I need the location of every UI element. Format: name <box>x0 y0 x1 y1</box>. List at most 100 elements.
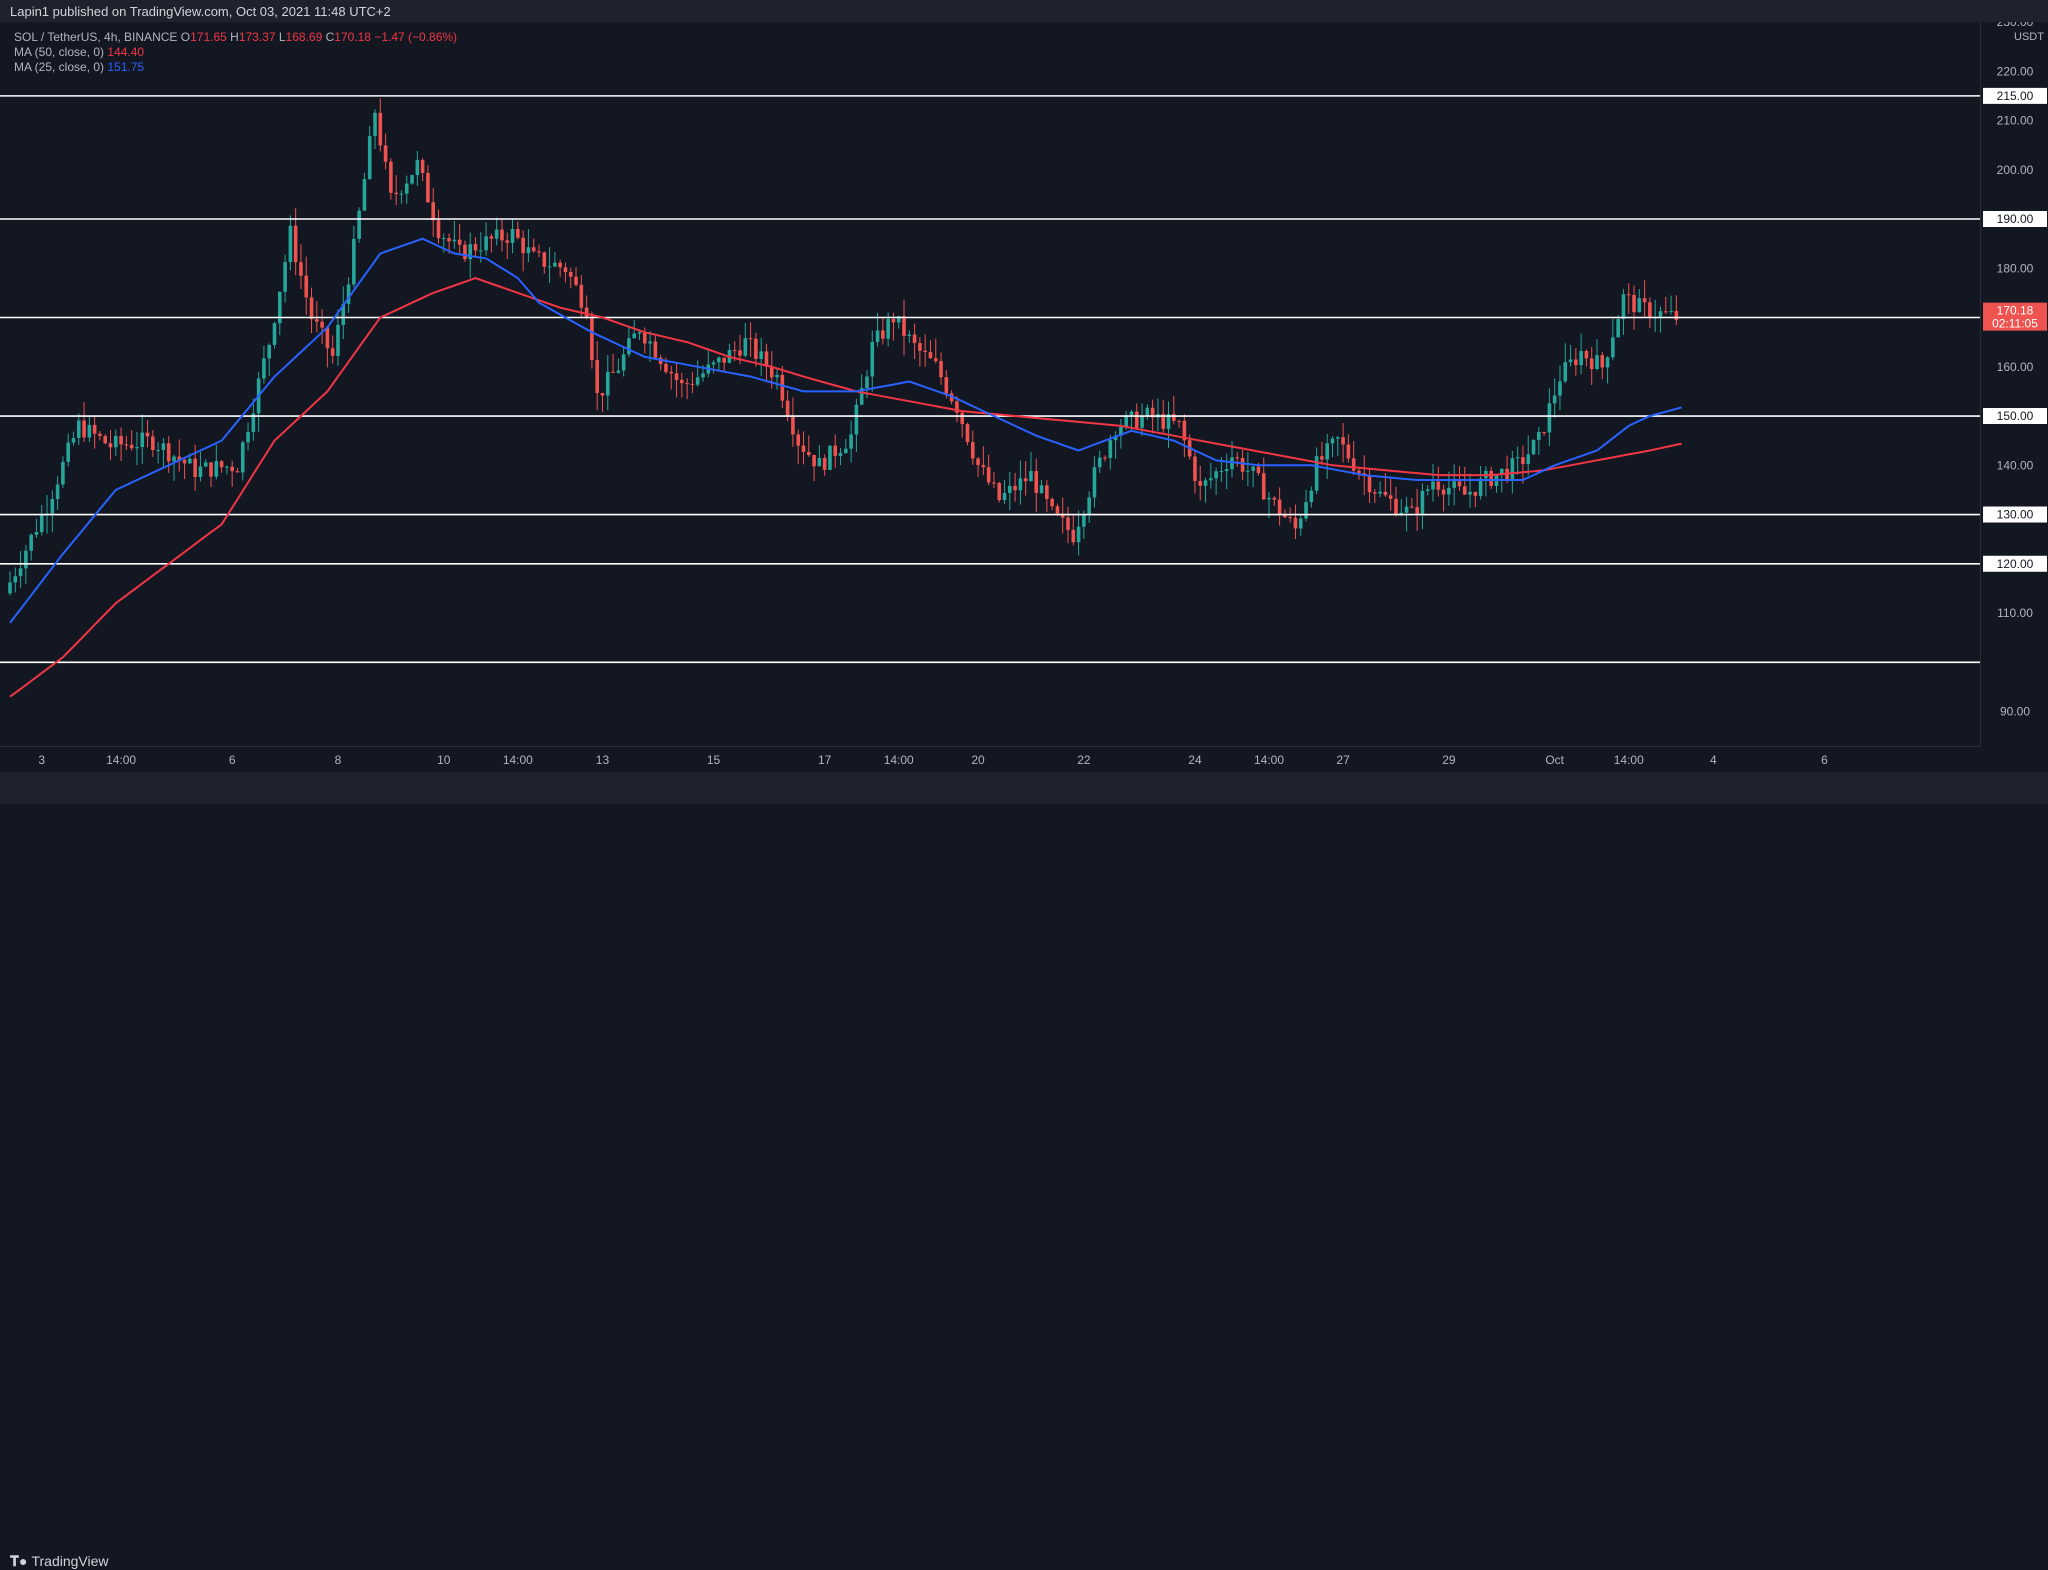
candle-body <box>1002 492 1007 501</box>
candle-body <box>865 376 869 389</box>
candle-body <box>505 240 510 243</box>
candle-body <box>1410 506 1414 508</box>
candle-body <box>1066 517 1070 530</box>
candle-body <box>124 444 129 446</box>
candle-body <box>1272 497 1277 500</box>
y-tick-label: 180.00 <box>1997 261 2034 275</box>
candle-body <box>1526 454 1531 464</box>
candle-body <box>759 351 763 359</box>
candle-body <box>500 229 504 241</box>
candle-body <box>50 499 55 514</box>
candle-body <box>516 228 520 238</box>
candle-body <box>510 228 515 243</box>
legend-ma25-row: MA (25, close, 0) 151.75 <box>14 60 457 75</box>
candle-body <box>1547 403 1552 433</box>
legend-ma25-value: 151.75 <box>107 60 145 74</box>
candle-body <box>870 341 875 377</box>
candle-body <box>664 363 668 372</box>
x-tick-label: 22 <box>1077 753 1091 767</box>
price-scale[interactable]: 90.00 110.00 120.00 130.00 140.00 150.00 160.0… <box>1980 22 2048 746</box>
x-tick-label: 14:00 <box>1614 753 1644 767</box>
x-tick-label: 27 <box>1336 753 1350 767</box>
y-tick-label: 140.00 <box>1997 458 2034 472</box>
candle-body <box>1209 478 1213 481</box>
candle-body <box>394 192 398 195</box>
candle-body <box>1177 420 1181 422</box>
candle-body <box>1193 456 1197 481</box>
candle-body <box>1150 407 1155 418</box>
chart-legend: SOL / TetherUS, 4h, BINANCE O171.65 H173… <box>14 30 457 75</box>
candle-body <box>912 334 917 344</box>
candle-body <box>420 160 425 173</box>
candle-body <box>1298 518 1303 529</box>
candle-body <box>828 445 832 470</box>
price-scale-svg[interactable]: 90.00 110.00 120.00 130.00 140.00 150.00 160.0… <box>1981 22 2048 746</box>
candle-body <box>1224 469 1229 471</box>
candle-body <box>1510 458 1515 480</box>
candle-body <box>976 458 980 466</box>
candle-body <box>1240 457 1245 472</box>
time-scale-svg[interactable]: 3 14:00 6 8 10 14:00 13 15 17 14:00 20 22 24 14:00 27 2… <box>0 747 1980 773</box>
candle-body <box>18 568 23 577</box>
candle-body <box>960 412 964 425</box>
level-price-badge <box>1983 211 2047 228</box>
candle-body <box>1674 310 1679 320</box>
candle-body <box>352 238 356 285</box>
candle-body <box>833 445 838 456</box>
candle-body <box>1436 481 1441 490</box>
ma25-line <box>9 237 1682 624</box>
candle-body <box>1314 456 1319 491</box>
candle-body <box>304 275 309 298</box>
candle-body <box>1632 294 1636 313</box>
candle-body <box>1018 478 1023 491</box>
candle-body <box>1008 485 1012 493</box>
x-tick-label: 8 <box>335 753 342 767</box>
candle-body <box>542 252 547 267</box>
candle-body <box>796 434 801 446</box>
candle-body <box>1071 529 1076 543</box>
chart-pane[interactable] <box>0 22 1980 746</box>
candle-body <box>717 357 721 363</box>
candle-body <box>404 183 409 194</box>
candle-body <box>145 432 150 437</box>
candle-body <box>1626 294 1631 296</box>
candle-body <box>1060 513 1065 518</box>
candle-body <box>246 431 250 443</box>
y-tick-label: 220.00 <box>1997 64 2034 78</box>
candle-body <box>367 136 372 180</box>
candle-body <box>1579 351 1583 366</box>
x-tick-label: 15 <box>707 753 721 767</box>
tradingview-brand[interactable]: 𝐓● TradingView <box>10 1553 109 1570</box>
time-scale[interactable]: 3 14:00 6 8 10 14:00 13 15 17 14:00 20 22 24 14:00 27 2… <box>0 746 1980 773</box>
candle-body <box>330 348 335 356</box>
candle-body <box>1399 512 1404 514</box>
candle-body <box>177 456 182 460</box>
candle-body <box>1378 491 1382 494</box>
candle-body <box>955 401 959 413</box>
candle-body <box>891 319 896 323</box>
candle-body <box>277 291 282 324</box>
candle-body <box>1166 414 1171 429</box>
candle-body <box>970 442 975 459</box>
candle-body <box>309 297 314 320</box>
candle-body <box>1330 438 1335 444</box>
candle-body <box>1325 443 1330 460</box>
legend-l-key: L <box>278 30 286 44</box>
candle-body <box>1574 359 1578 366</box>
candle-body <box>1256 466 1261 474</box>
candle-body <box>722 357 726 363</box>
candle-body <box>1420 490 1425 514</box>
candle-body <box>341 303 346 325</box>
candle-body <box>1145 407 1150 417</box>
candle-body <box>1029 471 1033 482</box>
candle-body <box>288 225 293 263</box>
chart-svg[interactable] <box>0 22 1980 746</box>
candle-body <box>1388 495 1393 499</box>
candle-body <box>1452 481 1456 488</box>
candle-body <box>648 341 652 344</box>
candle-body <box>473 244 478 251</box>
candle-body <box>1415 507 1419 514</box>
candle-body <box>1288 517 1292 519</box>
candle-body <box>188 458 192 464</box>
candle-body <box>584 307 589 318</box>
